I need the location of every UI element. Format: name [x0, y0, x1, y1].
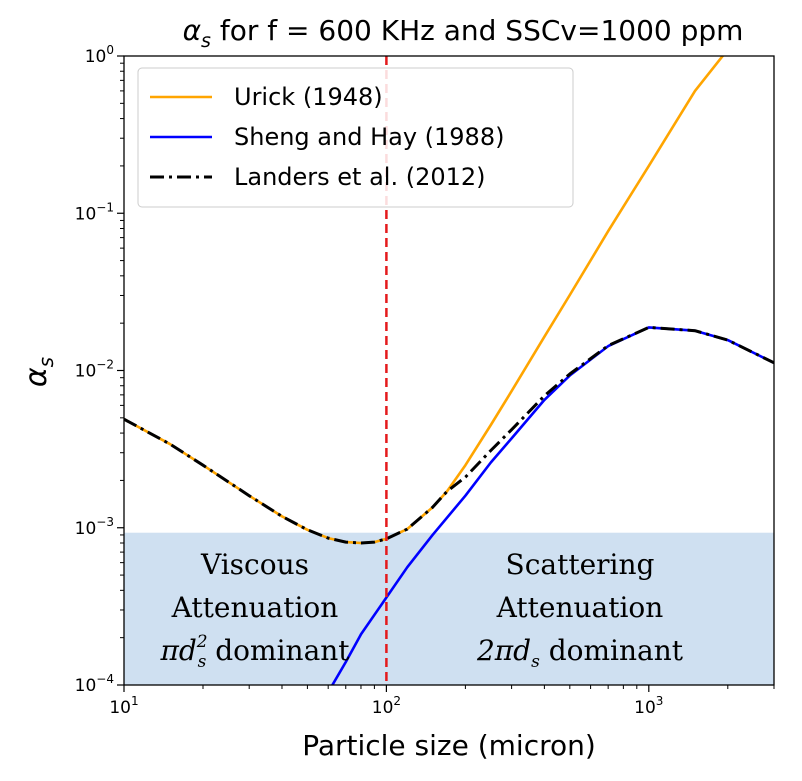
y-tick-label-2: 10−3	[75, 515, 114, 539]
y-tick-label-5: 100	[85, 43, 114, 67]
left-formula-sub: s	[198, 652, 207, 672]
y-tick-label-4: 10−1	[75, 200, 114, 224]
legend-label-2: Sheng and Hay (1988)	[234, 123, 504, 151]
y-label-symbol: α	[19, 367, 54, 387]
shaded-region	[124, 532, 774, 685]
y-tick-label-3: 10−2	[75, 358, 114, 382]
y-tick-label-1: 10−4	[75, 672, 114, 696]
right-formula-sub: s	[531, 652, 540, 672]
right-formula-pre: 2πd	[476, 634, 531, 667]
left-formula-post: dominant	[206, 634, 350, 667]
left-formula-pre: πd	[159, 634, 196, 667]
region-left-line-2: Attenuation	[171, 591, 339, 624]
legend-label-1: Urick (1948)	[234, 83, 383, 111]
series-line-3	[124, 325, 774, 545]
legend: Urick (1948) Sheng and Hay (1988) Landers …	[137, 67, 574, 208]
region-right-line-2: Attenuation	[496, 591, 664, 624]
title-rest: for f = 600 KHz and SSCv=1000 ppm	[211, 14, 743, 47]
left-formula-sup: 2	[196, 632, 208, 652]
title-symbol: α	[183, 14, 202, 47]
legend-label-3: Landers et al. (2012)	[234, 163, 486, 191]
title-subscript: s	[201, 30, 211, 52]
chart-title: αs for f = 600 KHz and SSCv=1000 ppm	[183, 14, 744, 52]
right-formula-post: dominant	[540, 634, 684, 667]
y-axis-label: αs	[19, 357, 58, 387]
x-tick-label-3: 103	[634, 694, 663, 718]
region-right-line-1: Scattering	[506, 548, 655, 581]
region-left-formula: πd2 s dominant	[159, 632, 350, 672]
legend-box	[137, 67, 574, 208]
y-label-subscript: s	[34, 357, 58, 367]
x-axis-label: Particle size (micron)	[302, 729, 596, 762]
x-tick-label-1: 101	[109, 694, 138, 718]
region-left-line-1: Viscous	[200, 548, 309, 581]
region-right-formula: 2πds dominant	[476, 634, 684, 672]
x-tick-label-2: 102	[372, 694, 401, 718]
